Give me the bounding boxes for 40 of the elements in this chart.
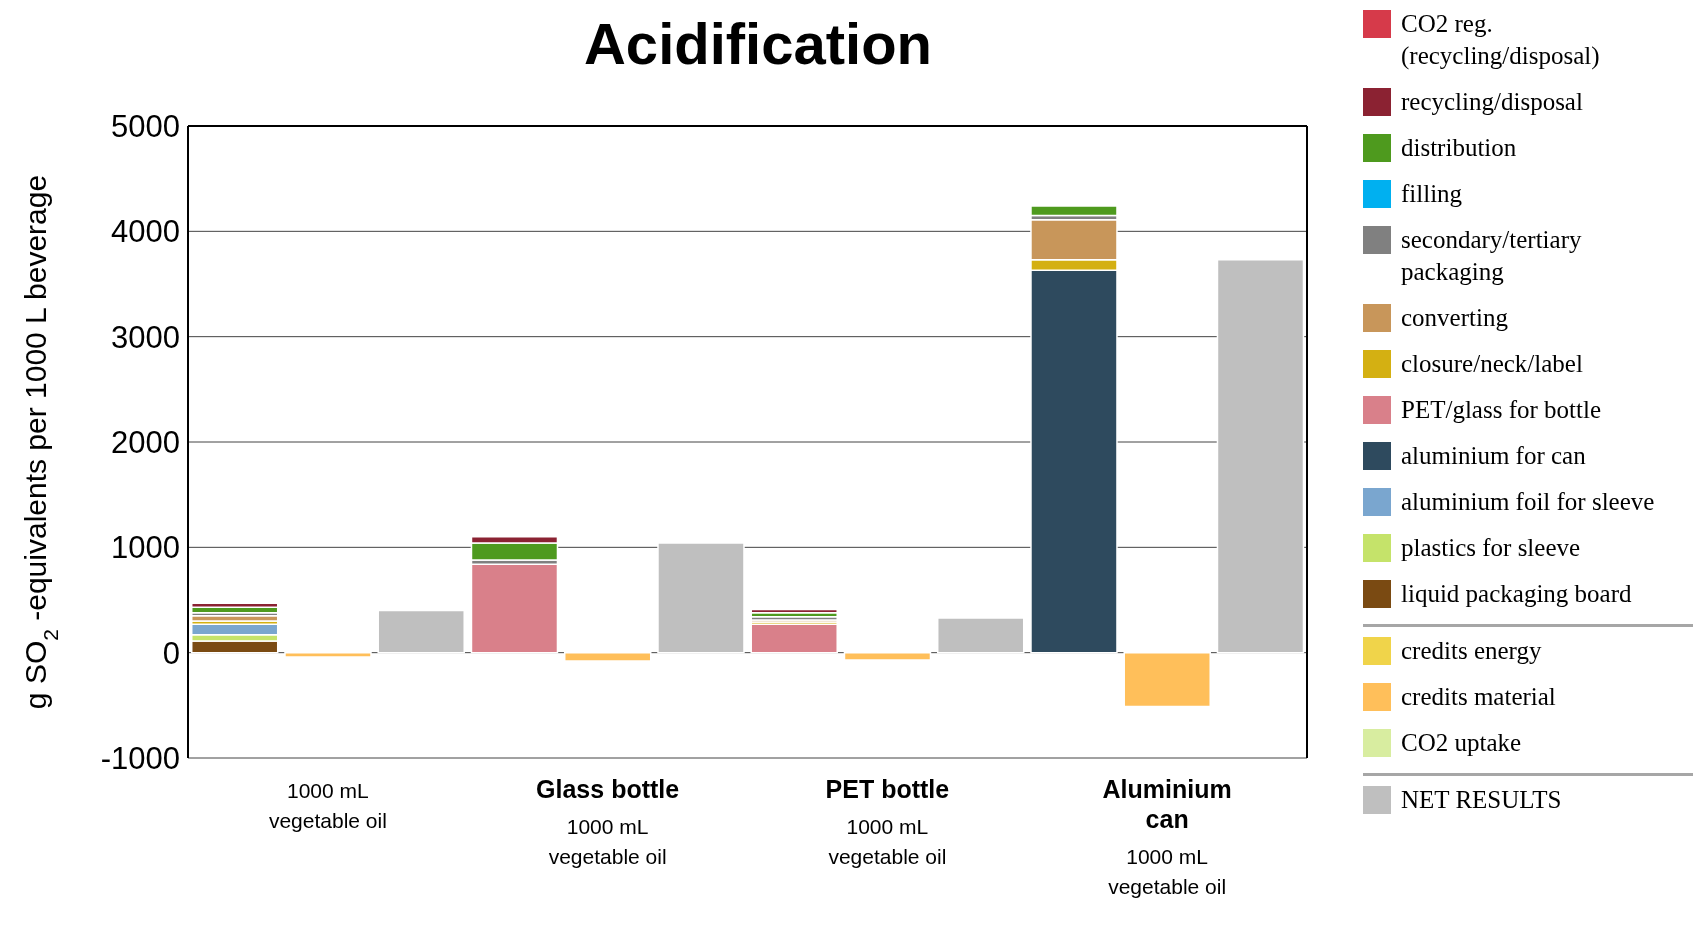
legend-label: aluminium for can: [1401, 441, 1587, 471]
bar: [657, 542, 745, 654]
bar: [190, 602, 279, 609]
y-tick-label: 2000: [111, 425, 180, 461]
legend-label: filling: [1401, 179, 1464, 209]
bar: [377, 609, 465, 654]
legend-label: CO2 reg. (recycling/disposal): [1401, 9, 1601, 72]
x-tick-label: Aluminium can 1000 mL vegetable oil: [1102, 775, 1232, 898]
x-tick-label: Glass bottle 1000 mL vegetable oil: [536, 775, 680, 868]
legend-label: secondary/tertiary packaging: [1401, 225, 1583, 287]
legend-label: CO2 uptake: [1401, 728, 1523, 758]
x-tick-label: 1000 mL vegetable oil: [268, 779, 387, 832]
bar: [1216, 259, 1305, 654]
legend-label: closure/neck/label: [1401, 349, 1584, 379]
bar: [563, 651, 652, 662]
y-tick-label: 3000: [111, 319, 180, 355]
y-tick-label: 0: [162, 635, 180, 671]
y-tick-label: 5000: [111, 109, 180, 145]
bar: [470, 563, 559, 654]
bar: [1123, 651, 1211, 708]
legend-label: PET/glass for bottle: [1401, 395, 1602, 425]
legend-label: converting: [1401, 303, 1509, 333]
legend-label: recycling/disposal: [1401, 87, 1584, 117]
legend-label: distribution: [1401, 133, 1518, 163]
legend-label: plastics for sleeve: [1401, 533, 1582, 563]
legend-label: credits energy: [1401, 636, 1543, 666]
chart-title: Acidification: [583, 11, 933, 76]
y-tick-label: 4000: [111, 214, 180, 250]
y-tick-label: 1000: [111, 530, 180, 566]
legend-label: credits material: [1401, 682, 1557, 712]
y-tick-label: -1000: [100, 741, 180, 777]
bar: [1030, 205, 1118, 217]
bar: [284, 651, 372, 658]
legend-label: liquid packaging board: [1401, 579, 1633, 609]
bar: [843, 651, 932, 661]
x-tick-label: PET bottle 1000 mL vegetable oil: [825, 775, 950, 868]
legend-label: aluminium foil for sleeve: [1401, 487, 1656, 517]
legend-label: NET RESULTS: [1401, 785, 1563, 815]
bar: [750, 623, 838, 654]
bar: [936, 617, 1025, 654]
